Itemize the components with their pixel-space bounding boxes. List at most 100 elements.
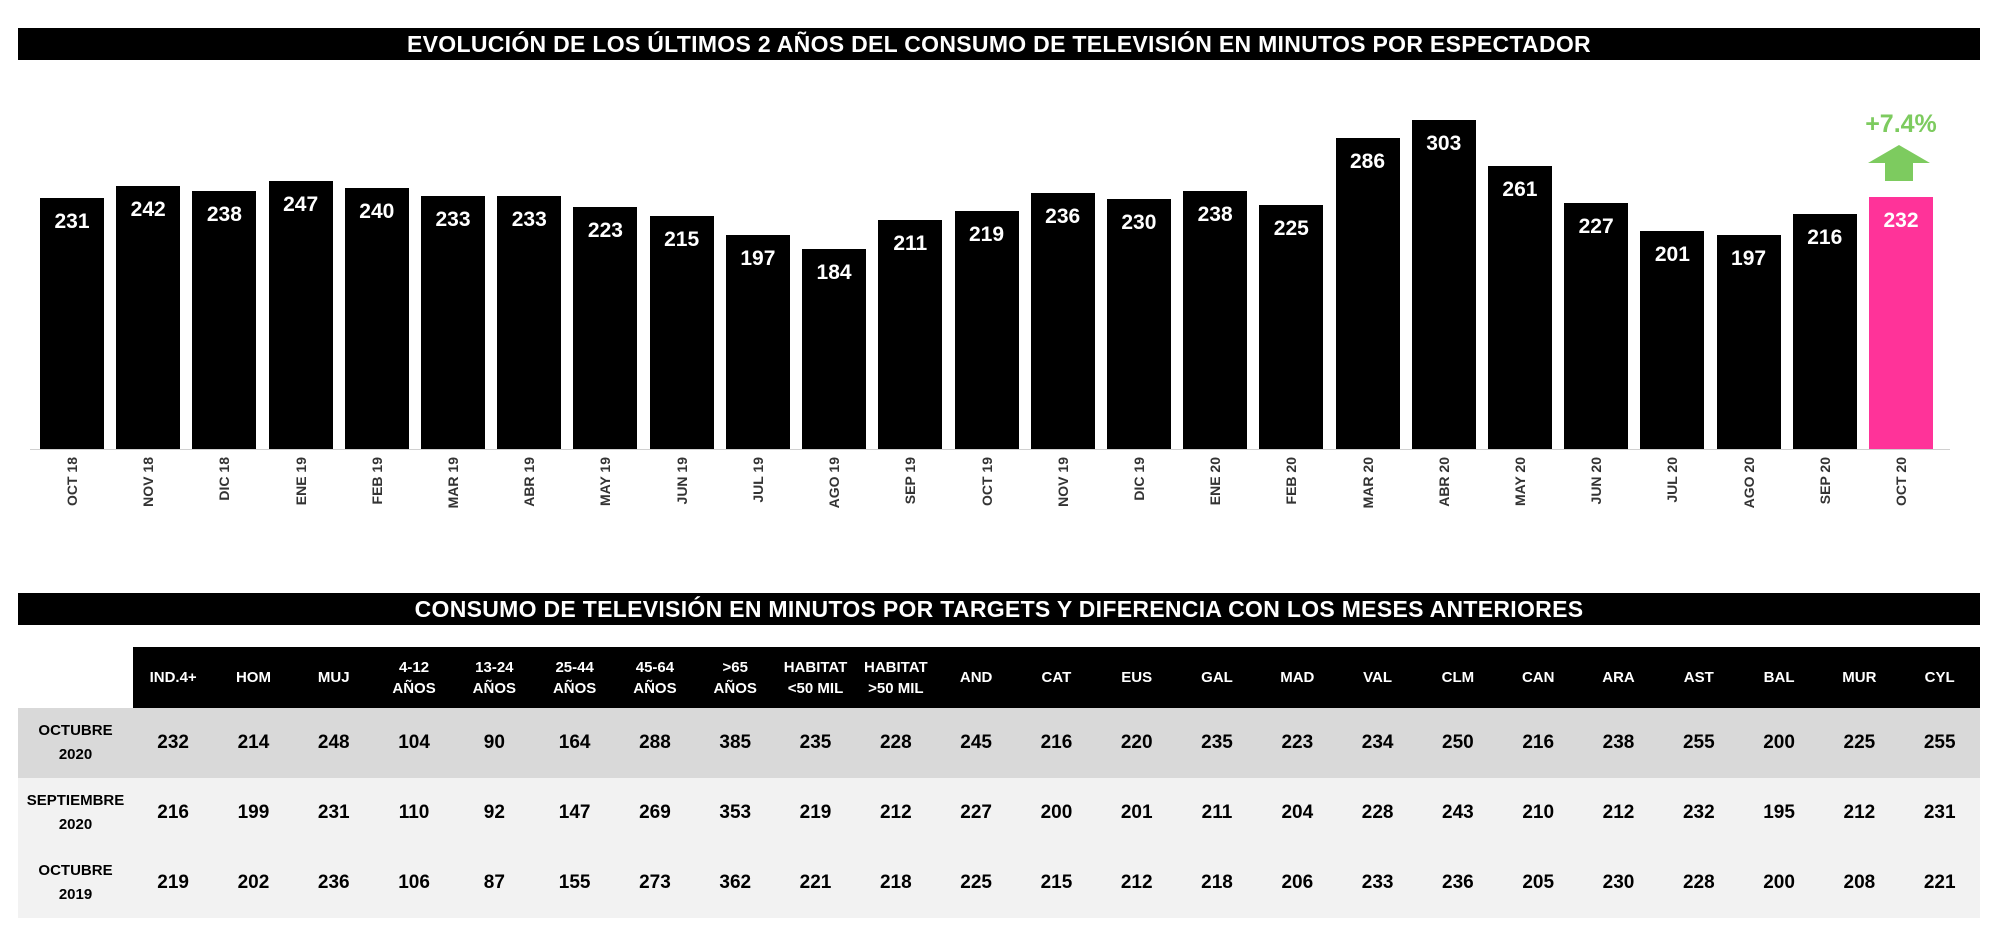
table-cell: 236: [1417, 848, 1499, 918]
column-header-text: HABITAT: [864, 658, 928, 676]
bar: [1564, 202, 1629, 449]
chart-title: EVOLUCIÓN DE LOS ÚLTIMOS 2 AÑOS DEL CONS…: [18, 28, 1980, 60]
column-header: ARA: [1578, 647, 1659, 708]
x-tick-label: AGO 20: [1740, 457, 1757, 509]
x-tick-label: FEB 19: [368, 457, 385, 505]
table-cell: 235: [1176, 708, 1258, 778]
bar-value-label: 215: [664, 227, 700, 251]
x-tick-label: OCT 18: [64, 457, 80, 507]
table-cell: 212: [1096, 848, 1177, 918]
table-cell: 211: [1176, 778, 1258, 848]
column-header: MAD: [1257, 647, 1338, 708]
bar-value-label: 242: [130, 198, 166, 222]
column-header-text: EUS: [1121, 669, 1153, 686]
table-cell: 202: [213, 848, 294, 918]
table-cell: 236: [293, 848, 374, 918]
column-header-text: 25-44: [555, 658, 594, 676]
table-cell: 234: [1337, 708, 1418, 778]
bar-value-label: 247: [283, 192, 319, 216]
table-cell: 200: [1738, 708, 1820, 778]
column-header: BAL: [1738, 647, 1820, 708]
table-cell: 204: [1257, 778, 1338, 848]
x-tick-label: MAR 19: [445, 457, 462, 509]
bar-value-label: 232: [1883, 209, 1919, 233]
table-cell: 215: [1016, 848, 1097, 918]
row-header-text: 2020: [58, 816, 93, 833]
bar: [573, 206, 638, 449]
table-cell: 200: [1016, 778, 1097, 848]
table-cell: 90: [454, 708, 535, 778]
column-header: HABITAT >50 MIL: [855, 647, 936, 708]
x-tick-label: JUL 19: [749, 457, 766, 503]
bar: [878, 219, 943, 449]
x-tick-label: NOV 19: [1054, 457, 1071, 507]
bar-value-label: 238: [1197, 202, 1233, 226]
bar-value-label: 197: [740, 247, 776, 271]
bar: [1487, 165, 1552, 449]
table-cell: 269: [614, 778, 696, 848]
table-cell: 210: [1498, 778, 1579, 848]
bar-value-label: 231: [54, 210, 90, 234]
bar-value-label: 211: [893, 231, 928, 255]
table-cell: 218: [1176, 848, 1258, 918]
x-tick-label: ABR 19: [521, 457, 538, 507]
bar-value-label: 216: [1807, 226, 1843, 250]
bar: [1869, 197, 1933, 449]
column-header-text: HABITAT: [783, 658, 848, 676]
x-tick-label: ENE 19: [292, 457, 309, 506]
column-header: CLM: [1417, 647, 1499, 708]
table-cell: 385: [695, 708, 776, 778]
table-cell: 228: [1658, 848, 1739, 918]
x-tick-label: DIC 18: [216, 457, 233, 501]
bar-value-label: 225: [1273, 216, 1309, 240]
column-header-text: ARA: [1602, 669, 1635, 686]
table-cell: 225: [935, 848, 1017, 918]
table-cell: 232: [1658, 778, 1739, 848]
table-cell: 220: [1096, 708, 1177, 778]
table-cell: 92: [454, 778, 535, 848]
table-cell: 219: [775, 778, 856, 848]
column-header-text: AND: [959, 669, 993, 686]
bar-value-label: 286: [1350, 150, 1386, 174]
column-header: VAL: [1337, 647, 1418, 708]
table-cell: 155: [534, 848, 615, 918]
table-cell: 227: [935, 778, 1017, 848]
column-header-text: 4-12: [399, 658, 430, 676]
table-cell: 205: [1498, 848, 1579, 918]
column-header-text: AÑOS: [633, 679, 677, 697]
x-tick-label: JUN 19: [673, 457, 690, 505]
bar-value-label: 223: [587, 218, 623, 242]
table-cell: 164: [534, 708, 615, 778]
column-header-text: AÑOS: [392, 679, 436, 697]
x-tick-label: SEP 19: [902, 457, 919, 505]
column-header-text: MUJ: [317, 669, 350, 686]
row-header: OCTUBRE 2019: [18, 848, 133, 918]
bar: [116, 186, 181, 449]
column-header-text: AÑOS: [472, 679, 516, 697]
x-tick-label: DIC 19: [1130, 457, 1147, 501]
row-header-text: 2020: [58, 746, 93, 763]
column-header: CYL: [1899, 647, 1980, 708]
column-header-text: 13-24: [475, 658, 514, 676]
table-cell: 231: [293, 778, 374, 848]
bar-value-label: 230: [1121, 211, 1157, 235]
table-cell: 87: [454, 848, 535, 918]
bar-value-label: 236: [1045, 204, 1081, 228]
table-cell: 147: [534, 778, 615, 848]
targets-table: IND.4+ HOM MUJ 4-12 AÑOS 13-24 AÑOS 25-44 AÑOS 45…: [18, 647, 1980, 918]
x-axis-line: [30, 449, 1950, 450]
bar: [802, 249, 867, 449]
column-header-text: AST: [1683, 669, 1714, 686]
bar: [497, 196, 562, 449]
table-cell: 235: [775, 708, 856, 778]
bar-value-label: 197: [1731, 247, 1767, 271]
bar: [1640, 230, 1705, 449]
column-header: CAT: [1016, 647, 1097, 708]
table-cell: 199: [213, 778, 294, 848]
bar: [344, 188, 409, 449]
x-tick-label: MAY 19: [597, 457, 614, 507]
column-header: 25-44 AÑOS: [534, 647, 615, 708]
table-cell: 195: [1738, 778, 1820, 848]
column-header: CAN: [1498, 647, 1579, 708]
table-row: OCTUBRE 2019 219 202 236 106 87 155 273 362 221 218…: [18, 848, 1980, 918]
